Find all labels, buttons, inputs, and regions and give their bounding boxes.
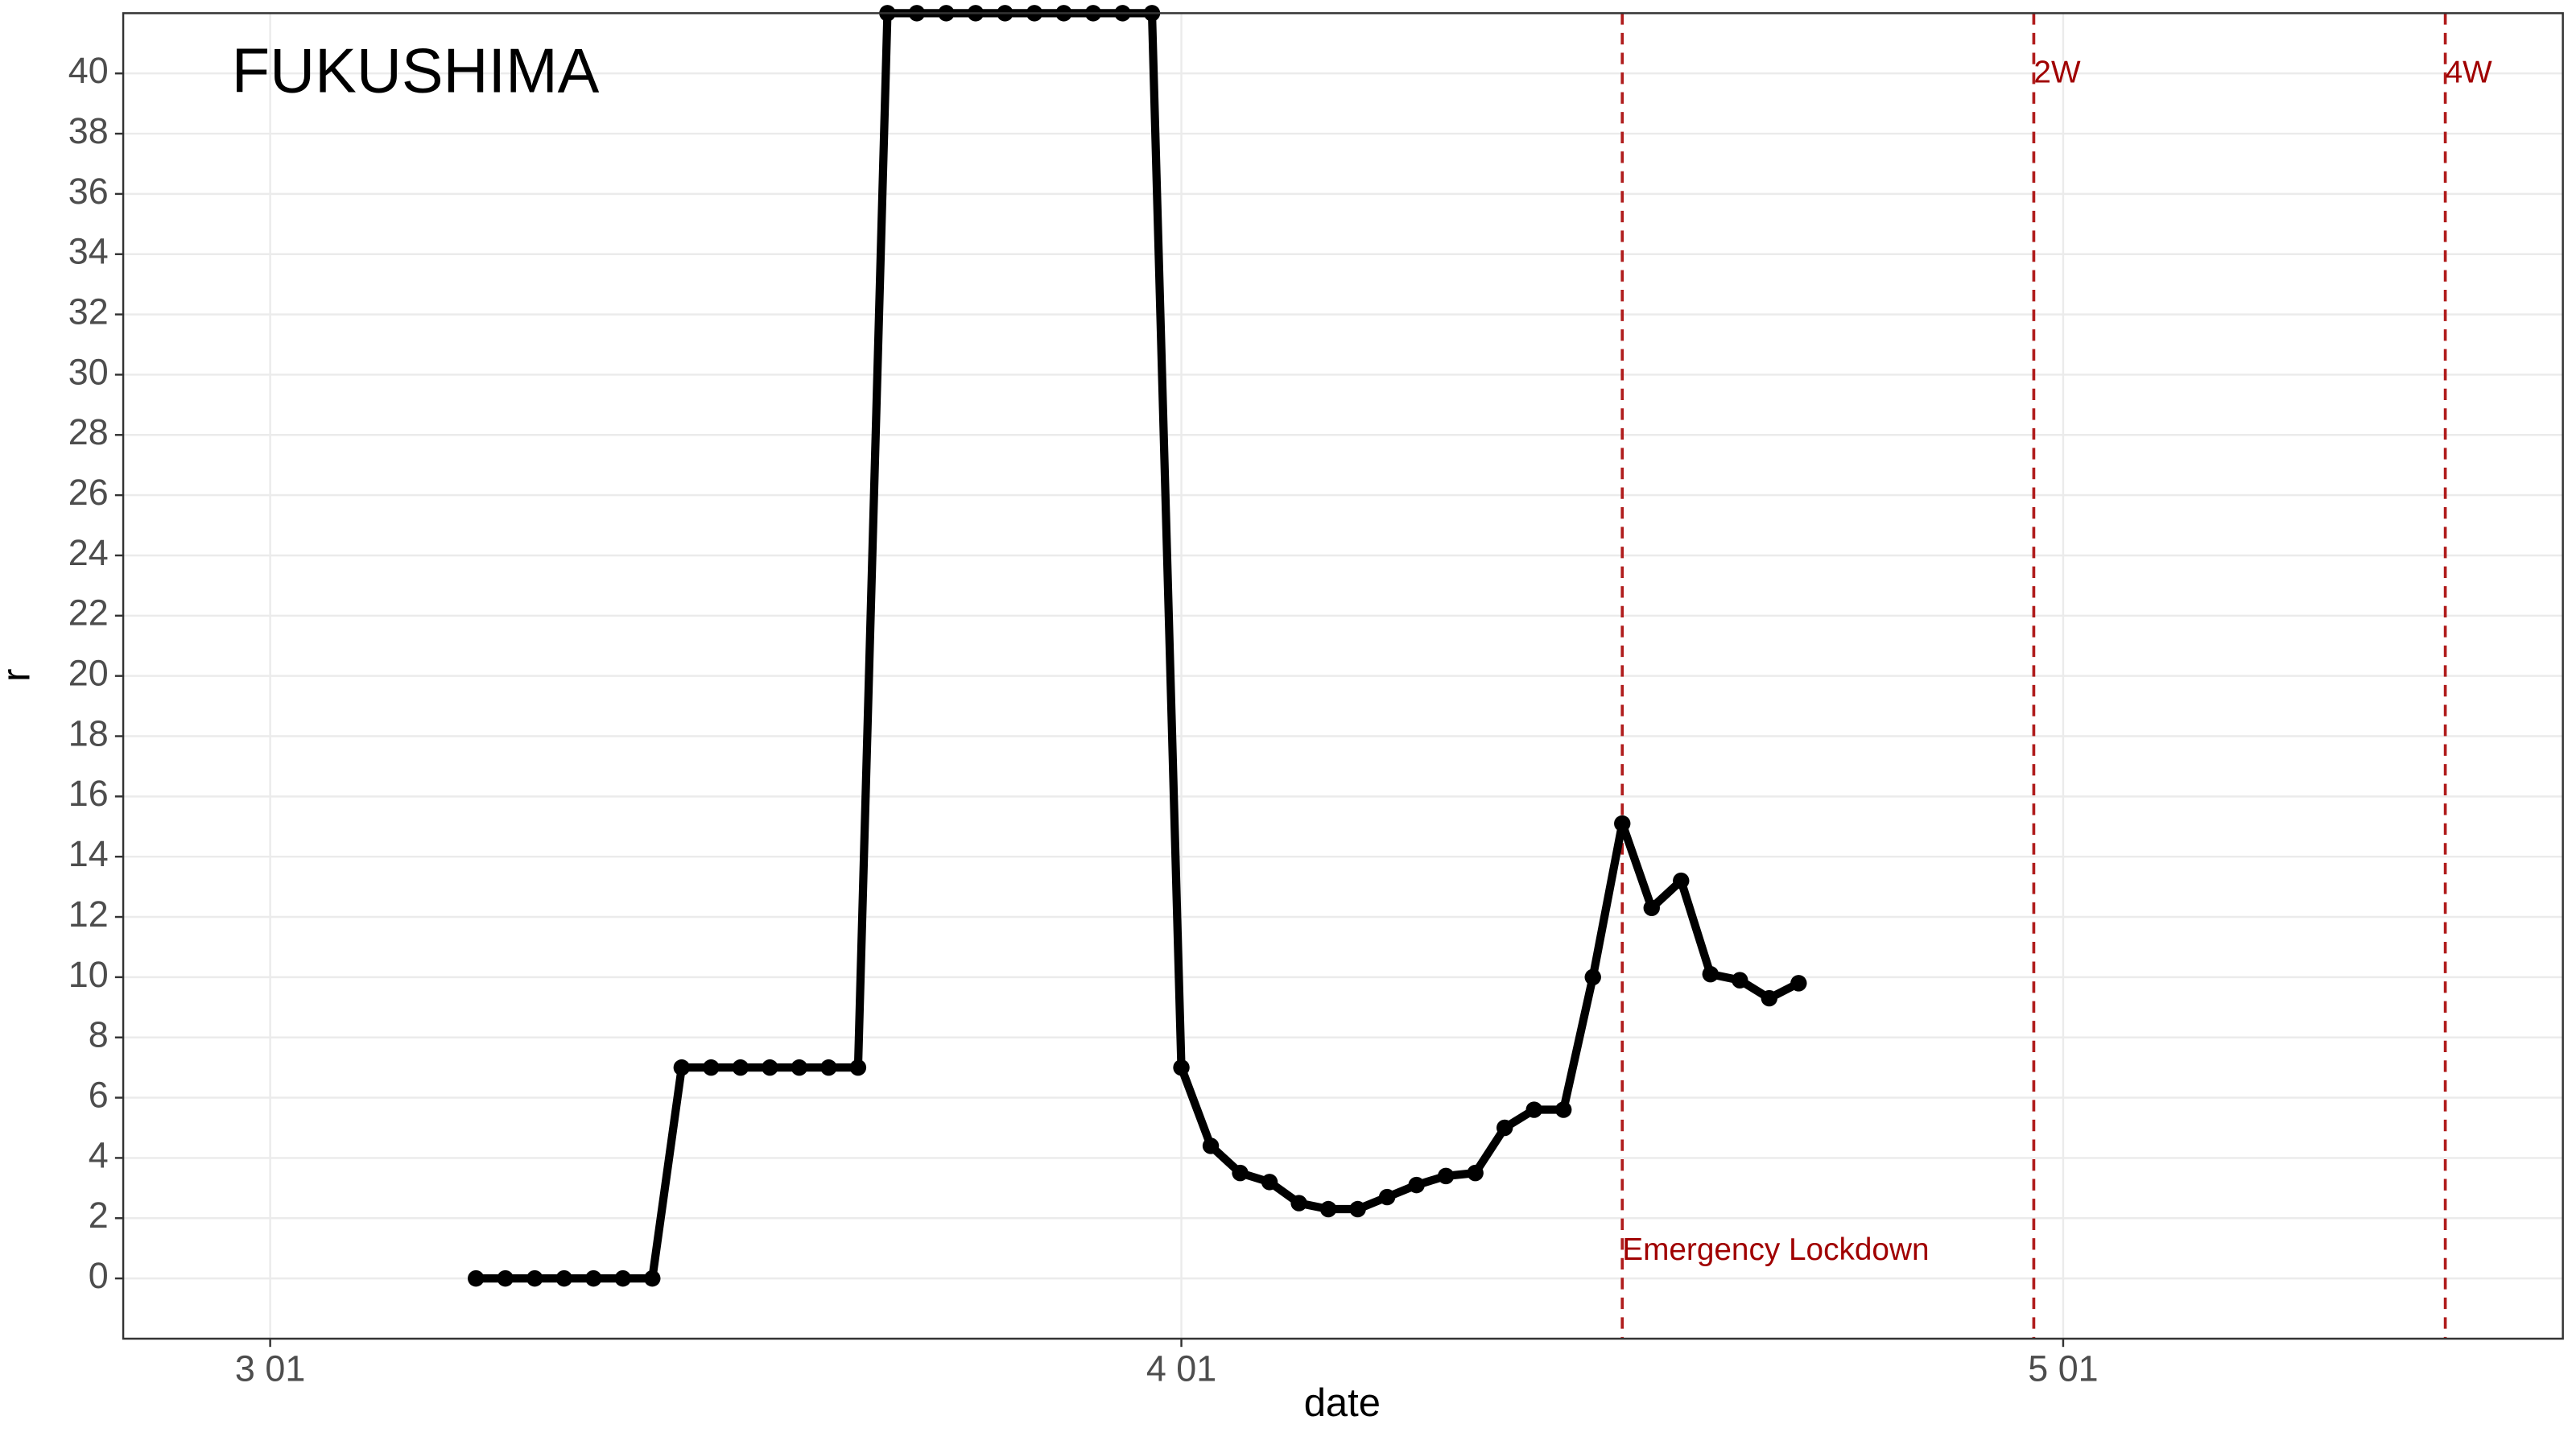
- data-point: [526, 1269, 543, 1287]
- data-point: [1467, 1164, 1484, 1182]
- data-point: [1732, 972, 1748, 989]
- y-tick-label: 28: [68, 411, 109, 452]
- y-tick-label: 36: [68, 171, 109, 212]
- x-axis-title: date: [1304, 1381, 1381, 1425]
- y-tick-label: 12: [68, 894, 109, 935]
- y-axis-title: r: [0, 668, 39, 681]
- y-tick-label: 32: [68, 291, 109, 332]
- data-point: [1643, 899, 1660, 917]
- data-point: [762, 1059, 778, 1076]
- data-point: [1232, 1164, 1249, 1182]
- y-tick-label: 10: [68, 954, 109, 995]
- data-point: [1290, 1195, 1307, 1212]
- data-point: [791, 1059, 808, 1076]
- y-tick-label: 6: [89, 1074, 109, 1115]
- data-point: [1202, 1137, 1220, 1154]
- reference-label: 4W: [2446, 55, 2493, 89]
- reference-label: Emergency Lockdown: [1622, 1232, 1929, 1267]
- grid: [123, 13, 2563, 1339]
- data-point: [1702, 965, 1719, 983]
- data-point: [1555, 1101, 1572, 1118]
- data-point: [1378, 1188, 1396, 1206]
- data-point: [1496, 1119, 1513, 1137]
- data-point: [644, 1269, 661, 1287]
- reference-label: 2W: [2033, 55, 2081, 89]
- data-point: [468, 1269, 485, 1287]
- y-tick-label: 8: [89, 1014, 109, 1055]
- x-tick-label: 5 01: [2028, 1348, 2098, 1389]
- y-tick-label: 20: [68, 653, 109, 694]
- data-point: [1408, 1176, 1425, 1194]
- data-point: [1614, 815, 1631, 832]
- data-point: [1584, 968, 1601, 986]
- y-tick-label: 0: [89, 1255, 109, 1296]
- y-tick-label: 38: [68, 110, 109, 151]
- data-point: [1761, 989, 1778, 1007]
- data-point: [673, 1059, 691, 1076]
- y-tick-label: 22: [68, 592, 109, 634]
- data-point: [1437, 1167, 1455, 1185]
- x-tick-label: 4 01: [1146, 1348, 1216, 1389]
- y-tick-label: 30: [68, 351, 109, 392]
- data-point: [555, 1269, 572, 1287]
- data-point: [1319, 1200, 1337, 1218]
- chart-title: FUKUSHIMA: [232, 37, 600, 106]
- y-tick-label: 4: [89, 1134, 109, 1175]
- data-point: [1173, 1059, 1190, 1076]
- data-point: [585, 1269, 602, 1287]
- y-tick-label: 2: [89, 1195, 109, 1236]
- x-tick-label: 3 01: [235, 1348, 305, 1389]
- data-point: [1525, 1101, 1542, 1118]
- data-point: [820, 1059, 837, 1076]
- data-point: [849, 1059, 867, 1076]
- data-point: [732, 1059, 749, 1076]
- y-tick-label: 34: [68, 231, 109, 272]
- y-tick-label: 14: [68, 833, 109, 874]
- data-point: [497, 1269, 514, 1287]
- y-tick-label: 40: [68, 50, 109, 91]
- y-tick-label: 24: [68, 532, 109, 573]
- data-point: [1790, 975, 1807, 992]
- data-point: [614, 1269, 631, 1287]
- y-tick-label: 18: [68, 712, 109, 753]
- data-point: [1673, 872, 1690, 890]
- data-point: [703, 1059, 720, 1076]
- y-tick-label: 26: [68, 472, 109, 513]
- data-point: [1261, 1174, 1278, 1191]
- y-tick-label: 16: [68, 773, 109, 814]
- data-point: [1349, 1200, 1366, 1218]
